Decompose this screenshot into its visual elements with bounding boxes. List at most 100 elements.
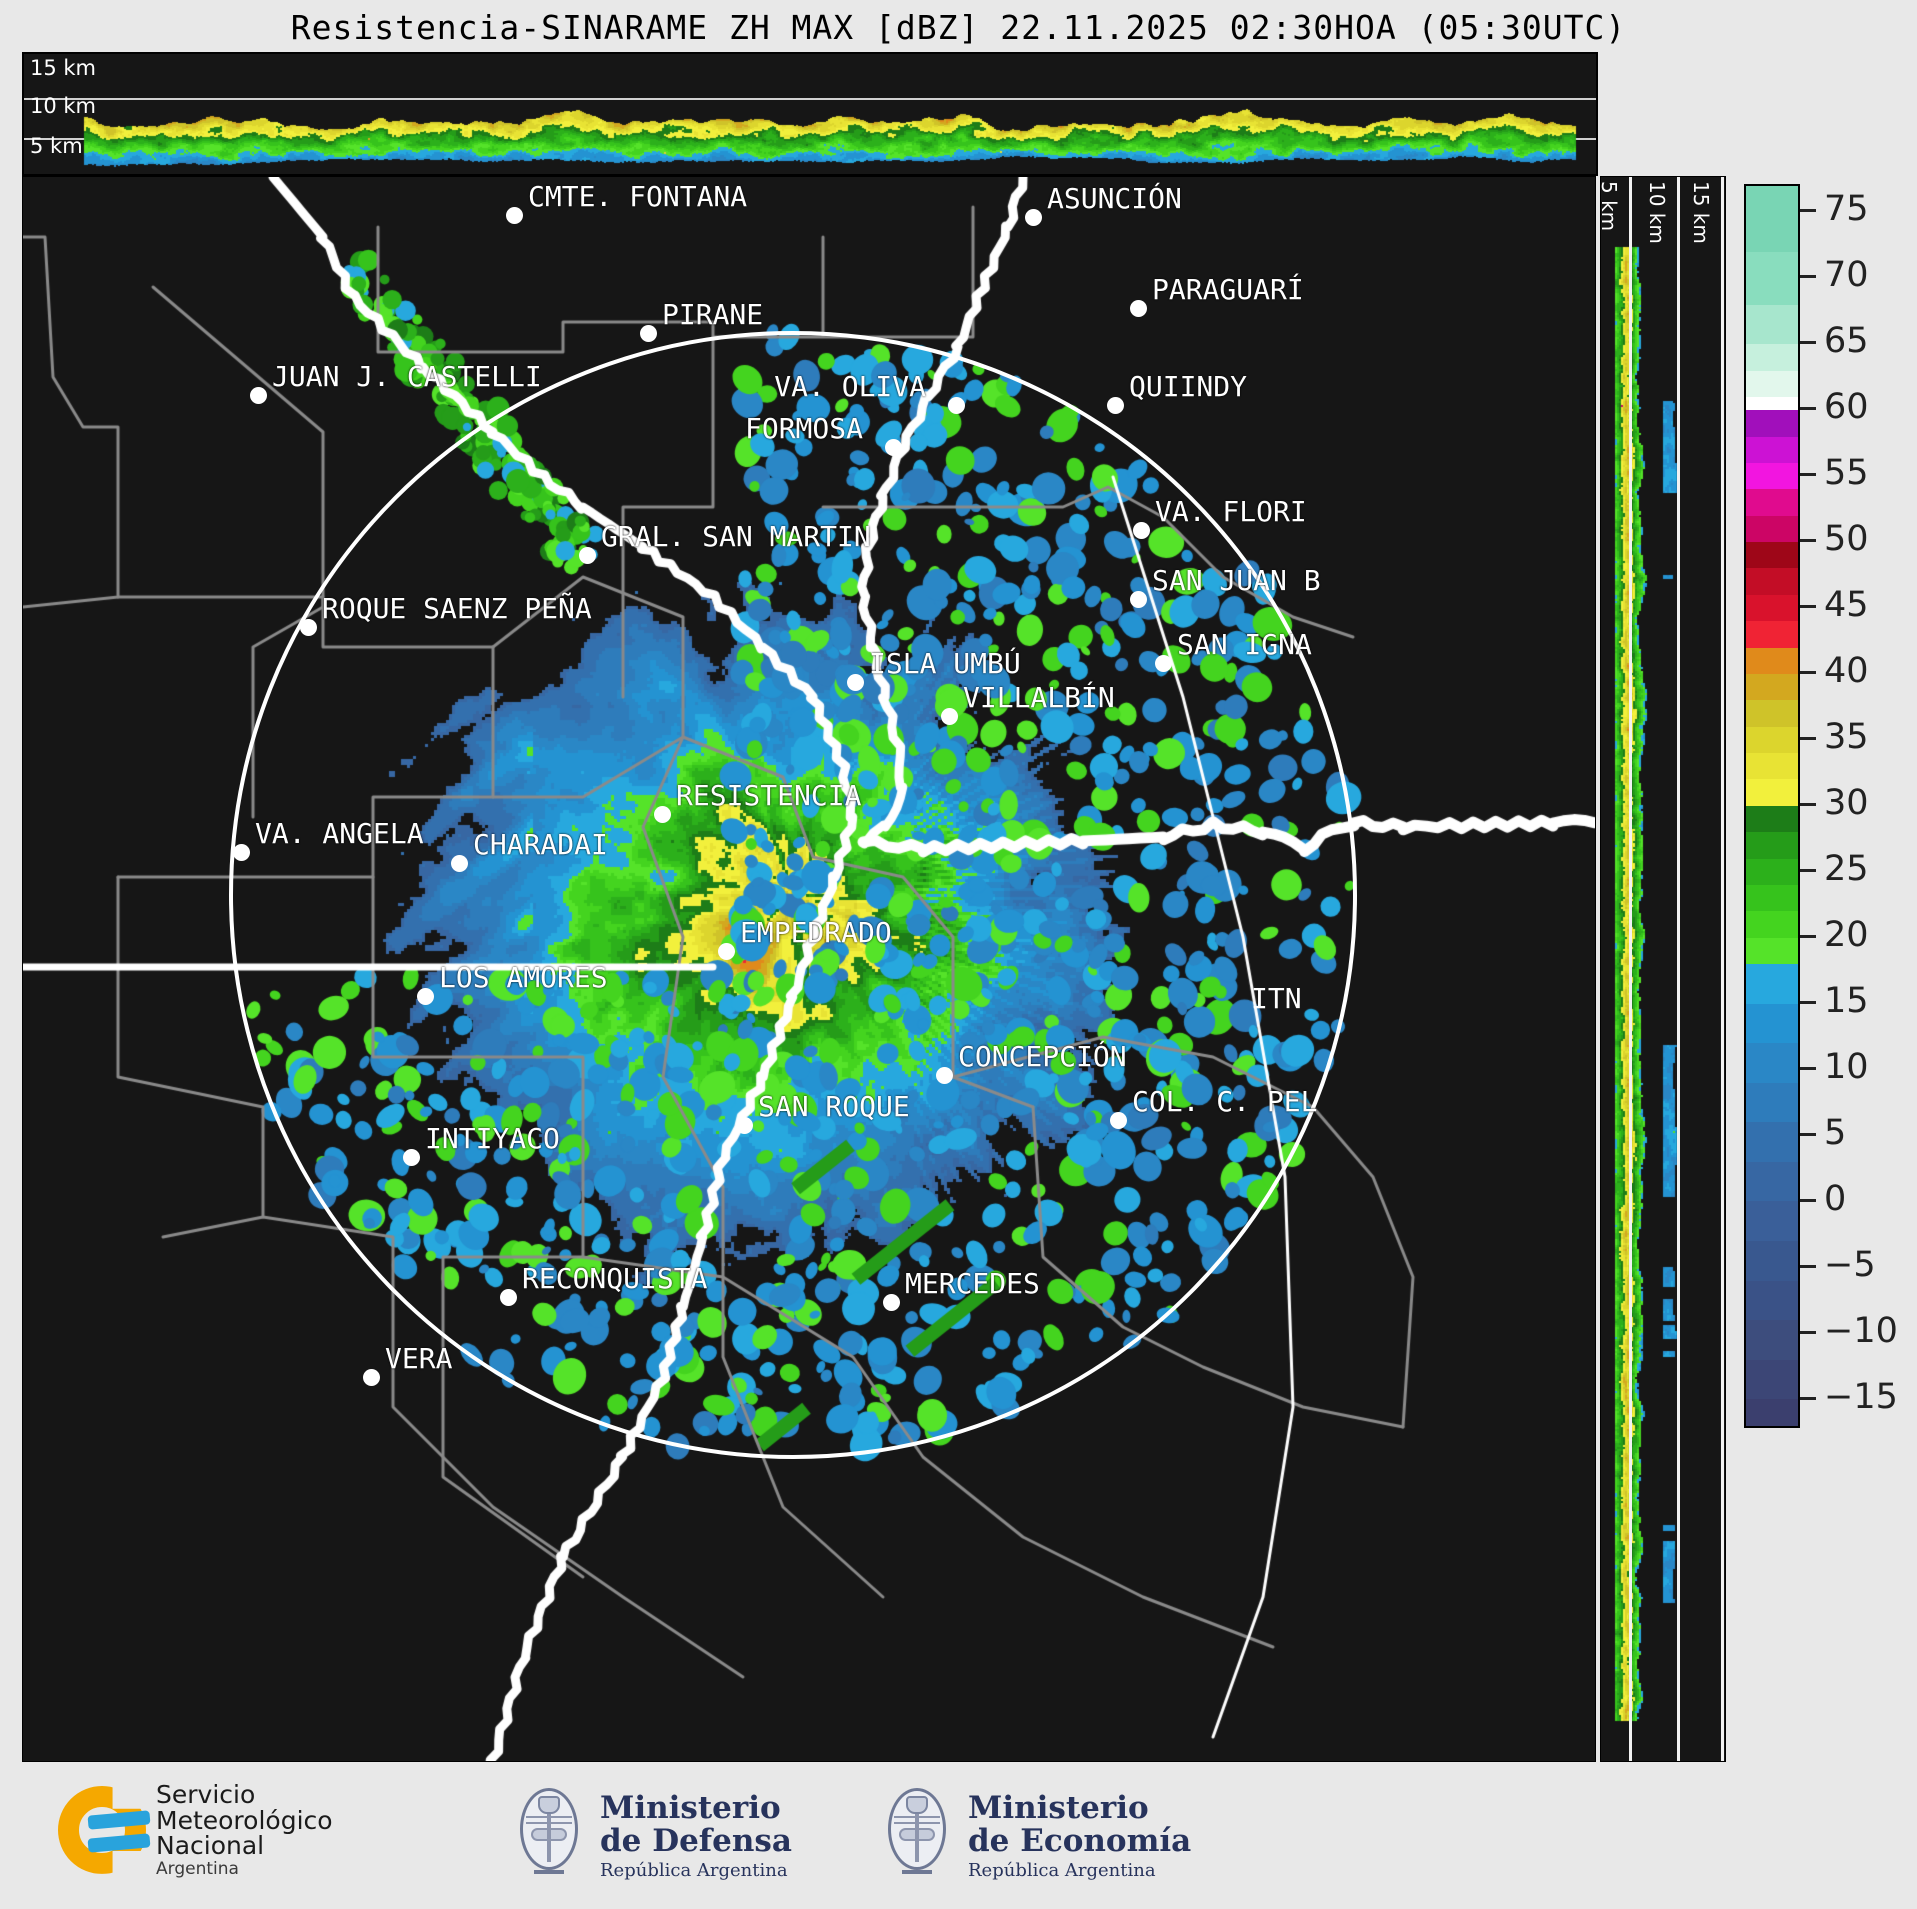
colorbar-segment <box>1746 1320 1798 1360</box>
city-dot-icon <box>654 806 671 823</box>
defensa-line-3: República Argentina <box>600 1859 788 1881</box>
city-dot-icon <box>847 674 864 691</box>
city-dot-icon <box>1130 591 1147 608</box>
city-dot-icon <box>500 1289 517 1306</box>
shield-laurel-base-shape-2 <box>902 1870 932 1888</box>
colorbar-segment <box>1746 964 1798 1004</box>
city-dot-icon <box>736 1117 753 1134</box>
colorbar-segment <box>1746 436 1798 463</box>
colorbar-segment <box>1746 621 1798 648</box>
economia-line-1: Ministerio <box>968 1790 1149 1827</box>
city-label: VA. ANGELA <box>255 817 424 850</box>
colorbar-tick-mark <box>1800 1132 1816 1136</box>
city-dot-icon <box>300 619 317 636</box>
city-dot-icon <box>640 325 657 342</box>
city-label: CONCEPCIÓN <box>958 1040 1127 1073</box>
colorbar-segment <box>1746 515 1798 543</box>
colorbar-segment <box>1746 542 1798 569</box>
colorbar-tick-label: 60 <box>1824 387 1869 428</box>
city-dot-icon <box>883 1294 900 1311</box>
ministerio-defensa-text: Ministerio de Defensa República Argentin… <box>600 1792 792 1880</box>
city-label: VA. FLORI <box>1155 495 1307 528</box>
colorbar-segment <box>1746 805 1798 833</box>
colorbar-segment <box>1746 884 1798 912</box>
colorbar-tick-mark <box>1800 539 1816 543</box>
profile-label-5km: 5 km <box>1600 181 1621 232</box>
colorbar-segment <box>1746 832 1798 859</box>
city-dot-icon <box>948 397 965 414</box>
colorbar-tick-mark <box>1800 671 1816 675</box>
colorbar-tick-mark <box>1800 341 1816 345</box>
city-dot-icon <box>250 387 267 404</box>
colorbar-segment <box>1746 1399 1798 1426</box>
city-label: ISLA UMBÚ <box>869 647 1021 680</box>
city-label: RECONQUISTA <box>522 1262 708 1295</box>
colorbar-segment <box>1746 1359 1798 1400</box>
city-label: SAN IGNA <box>1177 628 1312 661</box>
colorbar-segment <box>1746 462 1798 490</box>
range-ring <box>229 331 1357 1459</box>
smn-line-1: Servicio <box>156 1780 256 1809</box>
city-dot-icon <box>417 988 434 1005</box>
colorbar-tick-mark <box>1800 1066 1816 1070</box>
vertical-profile-panel: 5 km 10 km 15 km <box>1600 176 1726 1762</box>
profile-label-15km: 15 km <box>1689 181 1713 244</box>
colorbar-segment <box>1746 911 1798 938</box>
city-dot-icon <box>363 1369 380 1386</box>
smn-line-2: Meteorológico <box>156 1805 333 1835</box>
dbz-colorbar <box>1744 184 1800 1428</box>
colorbar-tick-mark <box>1800 868 1816 872</box>
argentina-coat-of-arms-icon <box>512 1784 586 1888</box>
city-dot-icon <box>1107 397 1124 414</box>
ministerio-defensa-logo: Ministerio de Defensa República Argentin… <box>512 1784 792 1888</box>
colorbar-tick-mark <box>1800 934 1816 938</box>
colorbar-tick-label: 45 <box>1824 585 1869 626</box>
colorbar-tick-label: −10 <box>1824 1310 1898 1351</box>
city-dot-icon <box>936 1067 953 1084</box>
city-label: QUIINDY <box>1129 370 1248 403</box>
colorbar-tick-mark <box>1800 209 1816 213</box>
city-label: INTIYACO <box>425 1122 560 1155</box>
colorbar-segment <box>1746 726 1798 754</box>
city-label: CHARADAI <box>473 828 608 861</box>
city-label: COL. C. PEL <box>1132 1085 1318 1118</box>
colorbar-segment <box>1746 647 1798 674</box>
shield-pole-shape <box>547 1804 551 1862</box>
city-dot-icon <box>885 439 902 456</box>
colorbar-segment <box>1746 489 1798 516</box>
ministerio-economia-logo: Ministerio de Economía República Argenti… <box>880 1784 1191 1888</box>
colorbar-tick-mark <box>1800 1264 1816 1268</box>
colorbar-segment <box>1746 858 1798 885</box>
city-label: JUAN J. CASTELLI <box>272 360 542 393</box>
radar-map-panel[interactable]: CMTE. FONTANA ASUNCIÓN PIRANE PARAGUARÍ JUAN… <box>22 176 1596 1762</box>
colorbar-tick-label: −15 <box>1824 1376 1898 1417</box>
city-label: VILLALBÍN <box>963 681 1115 714</box>
colorbar-tick-mark <box>1800 1000 1816 1004</box>
ministerio-economia-text: Ministerio de Economía República Argenti… <box>968 1792 1191 1880</box>
colorbar-tick-mark <box>1800 605 1816 609</box>
page-title: Resistencia-SINARAME ZH MAX [dBZ] 22.11.… <box>290 8 1627 47</box>
colorbar-tick-mark <box>1800 407 1816 411</box>
colorbar-segment <box>1746 779 1798 806</box>
city-label: RESISTENCIA <box>676 779 862 812</box>
colorbar-segment <box>1746 700 1798 727</box>
cross-section-panel: 15 km 10 km 5 km <box>22 52 1598 176</box>
colorbar-segment <box>1746 251 1798 305</box>
economia-line-2: de Economía <box>968 1822 1192 1859</box>
city-label: SAN JUAN B <box>1152 564 1321 597</box>
city-dot-icon <box>1155 655 1172 672</box>
city-label: LOS AMORES <box>439 961 608 994</box>
colorbar-tick-label: 30 <box>1824 783 1869 823</box>
profile-gridline-10km <box>1677 177 1680 1761</box>
city-label: CMTE. FONTANA <box>528 180 748 213</box>
colorbar-segment <box>1746 1003 1798 1044</box>
colorbar-tick-label: 65 <box>1824 321 1869 362</box>
colorbar-segment <box>1746 937 1798 965</box>
footer-logos: Servicio Meteorológico Nacional Argentin… <box>0 1768 1917 1909</box>
city-label: GRAL. SAN MARTIN <box>601 520 871 553</box>
colorbar-segment <box>1746 1241 1798 1281</box>
city-label: SAN ROQUE <box>758 1090 910 1123</box>
shield-pole-shape-2 <box>915 1804 919 1862</box>
colorbar-segment <box>1746 304 1798 345</box>
colorbar-segment <box>1746 186 1798 252</box>
